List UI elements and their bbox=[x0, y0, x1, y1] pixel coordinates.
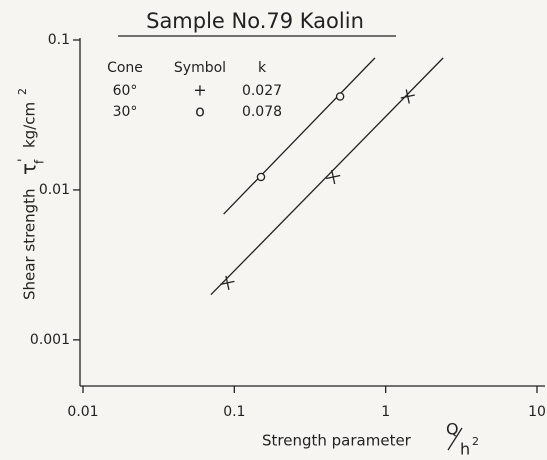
x-tick-label: 10 bbox=[528, 404, 546, 420]
y-label-unit: kg/cm bbox=[21, 102, 39, 148]
x-tick-label: 0.1 bbox=[223, 404, 245, 420]
x-label-numerator: Q bbox=[446, 420, 459, 439]
x-label-slash bbox=[447, 427, 463, 451]
legend-header: k bbox=[258, 60, 267, 76]
y-tick-label: 0.01 bbox=[39, 182, 70, 198]
y-axis-label: Shear strength bbox=[21, 188, 39, 300]
y-label-symbol: τ bbox=[17, 163, 41, 175]
legend-k: 0.078 bbox=[242, 104, 282, 120]
marker-stroke bbox=[405, 89, 410, 104]
x-axis-label: Strength parameter bbox=[262, 432, 412, 450]
y-axis-label-group: Shear strength τ ' f kg/cm 2 bbox=[16, 88, 47, 300]
data-point bbox=[326, 169, 341, 185]
y-label-unit-sup: 2 bbox=[16, 88, 29, 95]
x-tick-label: 1 bbox=[381, 404, 390, 420]
data-point bbox=[220, 275, 235, 290]
y-label-subscript: f bbox=[33, 159, 47, 164]
data-point bbox=[335, 92, 345, 101]
y-label-prime: ' bbox=[17, 158, 32, 162]
x-label-denominator: h bbox=[460, 440, 470, 459]
legend-header: Cone bbox=[107, 60, 143, 76]
legend-cone: 30° bbox=[113, 104, 138, 120]
legend-symbol: o bbox=[195, 102, 205, 121]
chart-title: Sample No.79 Kaolin bbox=[146, 9, 364, 33]
legend-cone: 60° bbox=[113, 83, 138, 99]
x-label-superscript: 2 bbox=[472, 435, 479, 448]
fit-line bbox=[223, 57, 376, 215]
data-point bbox=[400, 89, 415, 104]
legend-k: 0.027 bbox=[242, 83, 282, 99]
y-tick-label: 0.001 bbox=[30, 332, 70, 348]
y-tick-label: 0.1 bbox=[48, 32, 70, 48]
marker-stroke bbox=[331, 169, 336, 185]
marker-stroke bbox=[225, 275, 230, 290]
legend-symbol: + bbox=[193, 81, 206, 100]
data-point bbox=[256, 172, 266, 182]
legend-header: Symbol bbox=[174, 60, 226, 76]
x-tick-label: 0.01 bbox=[67, 404, 98, 420]
